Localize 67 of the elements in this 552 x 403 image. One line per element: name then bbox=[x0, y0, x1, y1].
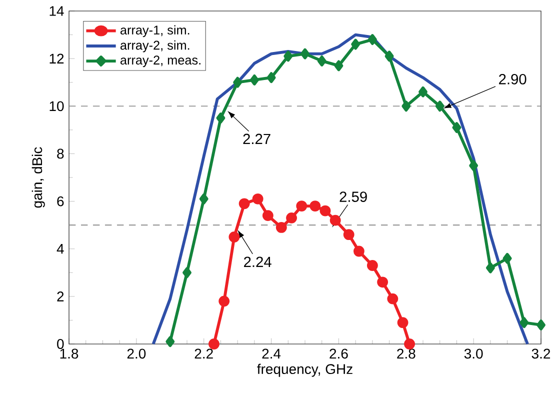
y-tick-label: 10 bbox=[50, 101, 64, 112]
point bbox=[353, 246, 364, 257]
annotation: 2.90 bbox=[499, 74, 526, 84]
point bbox=[276, 222, 287, 233]
point bbox=[262, 210, 274, 222]
point bbox=[435, 100, 444, 112]
y-tick-label: 14 bbox=[50, 6, 64, 16]
point bbox=[402, 100, 411, 112]
legend-label: array-2, meas. bbox=[120, 56, 200, 68]
point bbox=[317, 55, 326, 66]
x-axis-title: frequency, GHz bbox=[257, 364, 352, 377]
point bbox=[216, 112, 226, 124]
point bbox=[182, 267, 192, 278]
point bbox=[266, 72, 276, 84]
point bbox=[300, 48, 310, 60]
point bbox=[469, 160, 478, 172]
annotation: 2.24 bbox=[244, 256, 272, 267]
point bbox=[208, 338, 220, 350]
y-tick-label: 8 bbox=[57, 148, 64, 159]
point bbox=[166, 336, 175, 348]
legend-label: array-1, sim. bbox=[120, 25, 190, 38]
point bbox=[330, 214, 341, 226]
x-tick-label: 3.0 bbox=[464, 348, 483, 359]
point bbox=[397, 317, 408, 328]
y-tick-label: 4 bbox=[56, 244, 64, 254]
point bbox=[228, 231, 240, 242]
y-tick-label: 0 bbox=[57, 339, 64, 349]
point bbox=[252, 193, 264, 204]
point bbox=[334, 60, 344, 72]
point bbox=[384, 50, 394, 62]
point bbox=[284, 50, 293, 62]
point bbox=[310, 200, 321, 212]
x-tick-label: 2.2 bbox=[194, 348, 213, 358]
legend-label: array-2, sim. bbox=[120, 40, 190, 52]
x-tick-label: 2.8 bbox=[397, 348, 416, 359]
point bbox=[418, 86, 428, 98]
point bbox=[368, 34, 377, 46]
point bbox=[238, 198, 250, 210]
point bbox=[377, 276, 388, 288]
point bbox=[218, 296, 230, 307]
x-tick-label: 2.0 bbox=[127, 348, 146, 359]
point bbox=[387, 293, 398, 304]
y-tick-label: 6 bbox=[57, 196, 64, 206]
x-tick-label: 3.2 bbox=[532, 348, 550, 359]
point bbox=[296, 200, 308, 212]
x-tick-label: 2.4 bbox=[262, 348, 281, 358]
point bbox=[452, 122, 462, 134]
point bbox=[343, 229, 354, 240]
point bbox=[199, 193, 208, 204]
x-tick-label: 1.8 bbox=[60, 348, 78, 359]
point bbox=[320, 205, 331, 216]
annotation: 2.27 bbox=[243, 134, 270, 144]
point bbox=[536, 320, 546, 330]
y-tick-label: 2 bbox=[57, 292, 64, 302]
y-tick-label: 12 bbox=[50, 54, 64, 64]
point bbox=[351, 38, 360, 50]
point bbox=[366, 260, 378, 271]
point bbox=[502, 252, 512, 264]
point bbox=[250, 74, 259, 86]
annotation: 2.59 bbox=[340, 192, 367, 202]
point bbox=[486, 262, 495, 274]
point bbox=[286, 212, 297, 224]
point bbox=[404, 338, 415, 350]
point bbox=[520, 317, 529, 328]
x-tick-label: 2.6 bbox=[330, 348, 348, 359]
point bbox=[233, 76, 242, 88]
y-axis-title: gain, dBic bbox=[32, 147, 45, 208]
